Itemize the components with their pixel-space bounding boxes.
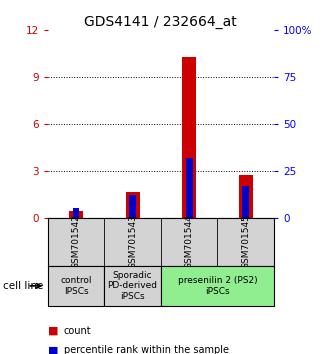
Text: ■: ■ xyxy=(48,346,58,354)
Bar xyxy=(242,186,249,218)
Bar xyxy=(73,208,80,218)
Text: percentile rank within the sample: percentile rank within the sample xyxy=(64,346,229,354)
Text: control
IPSCs: control IPSCs xyxy=(60,276,92,296)
Text: GSM701543: GSM701543 xyxy=(128,214,137,269)
Text: ■: ■ xyxy=(48,326,58,336)
Bar xyxy=(161,266,274,306)
Text: GSM701545: GSM701545 xyxy=(241,214,250,269)
Text: GSM701542: GSM701542 xyxy=(72,214,81,269)
Bar xyxy=(69,211,83,218)
Bar xyxy=(239,175,253,218)
Bar xyxy=(186,158,192,218)
Bar xyxy=(104,266,161,306)
Text: cell line: cell line xyxy=(3,281,44,291)
Text: count: count xyxy=(64,326,91,336)
Title: GDS4141 / 232664_at: GDS4141 / 232664_at xyxy=(84,15,237,29)
Text: GSM701544: GSM701544 xyxy=(184,214,194,269)
Bar xyxy=(48,266,104,306)
Bar xyxy=(129,195,136,218)
Bar xyxy=(182,57,196,218)
Bar xyxy=(125,192,140,218)
Text: Sporadic
PD-derived
iPSCs: Sporadic PD-derived iPSCs xyxy=(108,271,158,301)
Text: presenilin 2 (PS2)
iPSCs: presenilin 2 (PS2) iPSCs xyxy=(178,276,257,296)
